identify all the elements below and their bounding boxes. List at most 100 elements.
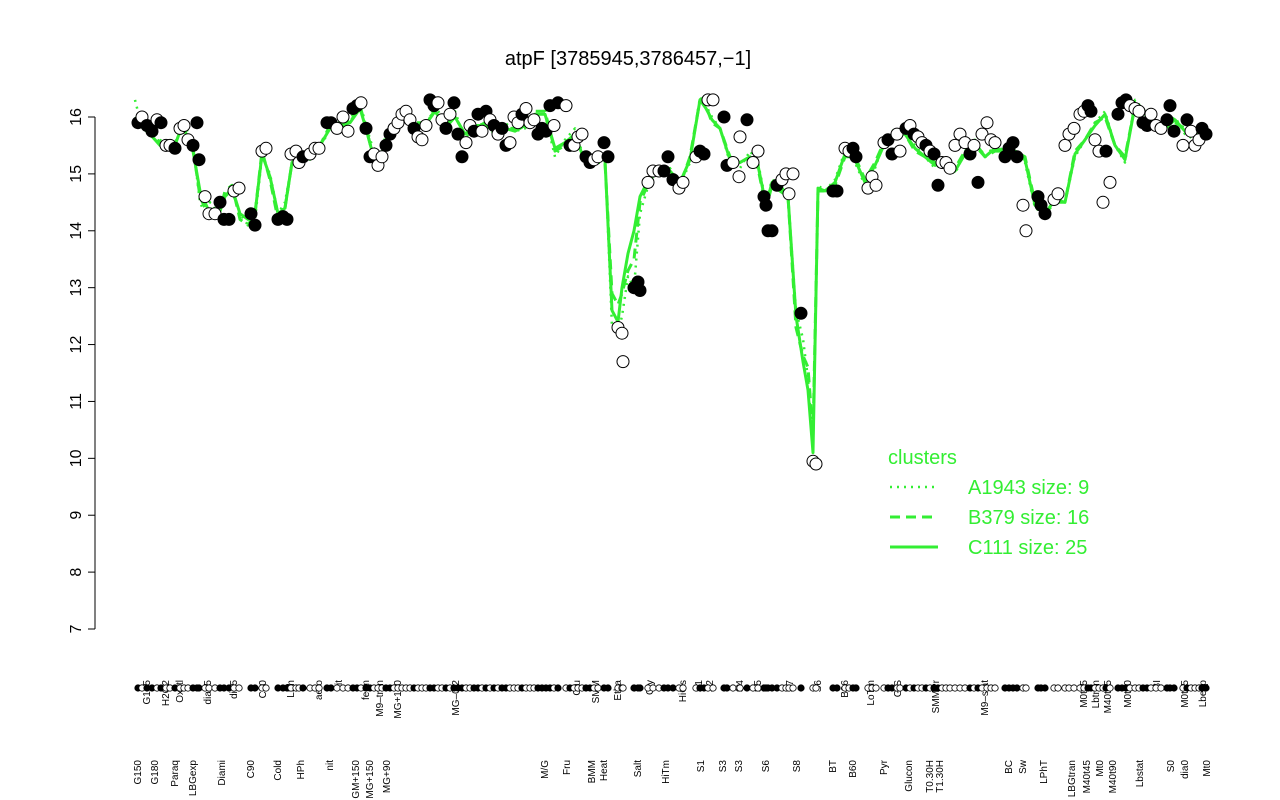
data-point [232,181,246,195]
data-points [131,93,1213,471]
data-point [1160,113,1174,127]
data-point [415,133,429,147]
y-tick-label: 15 [68,165,85,183]
data-point [1096,195,1110,209]
x-tick-label: S1 [696,760,707,773]
data-point [633,284,647,297]
x-tick-label: dia0 [1180,760,1191,779]
chart-title: atpF [3785945,3786457,−1] [505,48,751,70]
x-tick-label: Pyr [879,759,890,775]
data-point [244,207,258,221]
data-point [597,136,611,150]
data-point [971,175,985,189]
y-tick-label: 13 [68,279,85,297]
data-point [765,224,779,238]
data-point [575,127,589,141]
x-tick-label: LoTm [866,680,877,706]
data-point [830,184,844,198]
x-rug-mark [636,684,644,692]
x-rug-mark [679,684,687,692]
data-point [794,306,808,320]
data-point [1088,133,1102,147]
x-tick-label: Fru [562,760,573,775]
data-point [601,150,615,164]
data-point [1163,99,1177,113]
y-tick-label: 12 [68,336,85,354]
x-tick-label: LPhT [1039,760,1050,784]
data-point [547,119,561,132]
legend-label: C111 size: 25 [968,537,1087,559]
data-point [419,119,433,132]
data-point [732,170,746,184]
data-point [726,156,740,169]
x-tick-label: HPh [296,760,307,779]
x-rug-mark [1157,684,1165,692]
x-tick-label: S3 [734,760,745,773]
x-tick-label: S6 [761,760,772,773]
x-rug-mark [1070,684,1078,692]
x-rug-mark [195,684,203,692]
y-tick-label: 7 [68,624,85,633]
x-rug-mark [649,684,657,692]
y-tick-label: 14 [68,222,85,240]
data-point [354,96,368,110]
data-point [495,121,509,135]
data-point [455,150,469,164]
x-tick-label: Sw [1018,759,1029,774]
data-point [336,110,350,124]
y-tick-label: 16 [68,108,85,126]
data-point [706,93,720,107]
x-tick-label: H2O2 [161,680,172,707]
data-point [661,150,675,164]
x-rug-mark [1041,684,1049,692]
data-point [1006,136,1020,150]
data-point [733,130,747,144]
data-point [1144,107,1158,121]
data-point [717,110,731,124]
data-point [503,136,517,150]
x-rug-mark [896,684,904,692]
x-rug-mark [723,684,731,692]
x-tick-label: Diami [217,760,228,786]
x-rug-mark [729,684,737,692]
x-rug-mark [852,684,860,692]
x-rug-mark [327,684,335,692]
x-tick-label: M40t45 [1103,680,1114,714]
y-tick-label: 11 [68,393,85,410]
x-tick-label: LBGtran [1067,760,1078,797]
x-rug-mark [789,684,797,692]
legend-title: clusters [888,447,957,469]
data-point [177,119,191,132]
x-tick-label: GM+150 [351,760,362,799]
x-rug-mark [754,684,762,692]
x-tick-label: B60 [848,760,859,778]
x-rug-mark [709,684,717,692]
x-tick-label: M40t45 [1082,760,1093,794]
data-point [439,121,453,135]
data-point [213,195,227,209]
x-rug-mark [333,684,341,692]
x-tick-label: Lbstat [1135,760,1146,787]
data-point [988,136,1002,150]
x-tick-label: M/G [540,760,551,779]
x-tick-label: M0t45 [1079,680,1090,708]
x-tick-label: M0t45 [1180,680,1191,708]
data-point [980,116,994,130]
x-tick-label: HiTm [661,760,672,784]
data-point [190,116,204,130]
x-tick-label: G135 [142,680,153,705]
x-tick-label: BT [828,760,839,773]
data-point [359,121,373,135]
data-point [379,138,393,152]
data-point [198,190,212,204]
data-point [459,136,473,150]
data-point [1010,150,1024,164]
data-point [330,121,344,135]
data-point [869,178,883,192]
data-point [740,113,754,127]
legend-label: B379 size: 16 [968,507,1089,529]
data-point [1084,104,1098,118]
data-point [431,96,445,110]
x-rug-mark [1106,684,1114,692]
